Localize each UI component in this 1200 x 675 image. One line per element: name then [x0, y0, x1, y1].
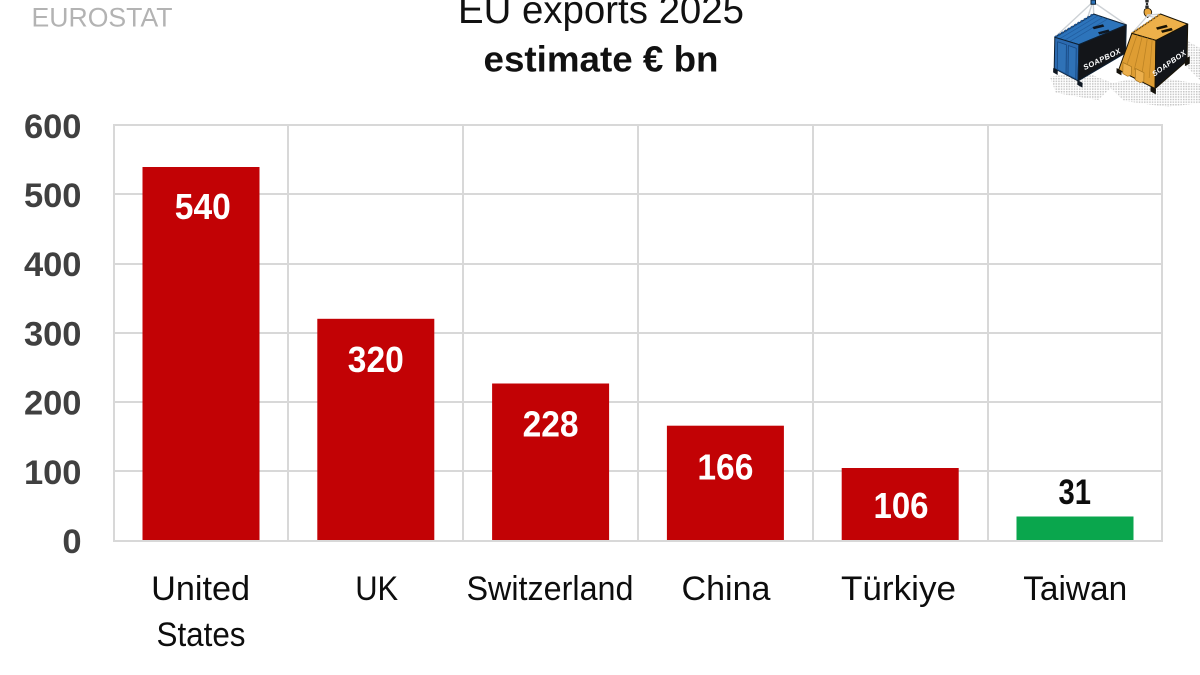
svg-text:320: 320	[348, 339, 404, 380]
svg-text:300: 300	[24, 316, 82, 354]
svg-text:Taiwan: Taiwan	[1023, 570, 1127, 608]
svg-text:400: 400	[24, 246, 82, 284]
svg-text:UK: UK	[355, 570, 398, 608]
svg-text:200: 200	[24, 385, 82, 423]
svg-text:Türkiye: Türkiye	[841, 570, 956, 608]
svg-text:States: States	[157, 616, 246, 654]
svg-text:500: 500	[24, 177, 82, 215]
svg-text:106: 106	[874, 485, 929, 526]
svg-text:0: 0	[62, 523, 81, 561]
svg-text:166: 166	[697, 446, 753, 487]
svg-text:540: 540	[175, 186, 231, 227]
svg-text:31: 31	[1059, 473, 1092, 512]
svg-text:EUROSTAT: EUROSTAT	[32, 1, 173, 32]
svg-text:estimate € bn: estimate € bn	[484, 38, 719, 79]
svg-text:United: United	[151, 570, 250, 608]
svg-text:228: 228	[523, 404, 579, 445]
svg-text:600: 600	[24, 108, 82, 146]
svg-text:China: China	[682, 570, 771, 608]
svg-text:EU exports 2025: EU exports 2025	[458, 0, 744, 32]
svg-text:Switzerland: Switzerland	[467, 570, 634, 608]
svg-text:100: 100	[24, 454, 82, 492]
